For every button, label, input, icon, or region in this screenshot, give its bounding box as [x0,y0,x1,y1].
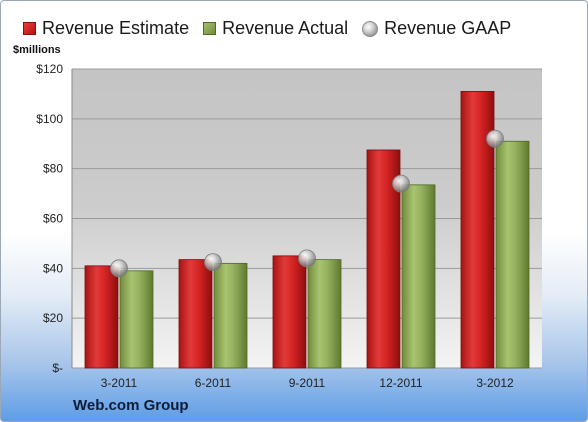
y-tick-label: $120 [36,62,63,76]
legend-item-estimate: Revenue Estimate [23,18,189,39]
bar-revenue-actual [119,270,154,369]
x-tick-label: 3-2011 [101,376,138,390]
bar-revenue-actual [213,262,248,369]
y-tick-label: $80 [43,162,63,176]
legend-swatch-estimate [23,22,36,35]
company-name: Web.com Group [73,397,189,414]
y-tick-label: $20 [43,311,63,325]
legend-item-actual: Revenue Actual [203,18,348,39]
x-tick-label: 6-2011 [195,376,232,390]
x-tick-label: 12-2011 [379,376,422,390]
bar-revenue-estimate [84,265,119,369]
marker-revenue-gaap [392,174,410,193]
legend-label-actual: Revenue Actual [222,18,349,38]
legend: Revenue Estimate Revenue Actual Revenue … [23,18,525,39]
x-tick-label: 9-2011 [289,376,326,390]
legend-swatch-actual [203,22,217,35]
legend-item-gaap: Revenue GAAP [362,18,511,39]
bar-revenue-estimate [178,259,213,369]
y-tick-label: $40 [43,261,63,275]
legend-label-estimate: Revenue Estimate [42,18,190,38]
bar-revenue-actual [307,259,342,369]
marker-revenue-gaap [110,259,128,278]
legend-label-gaap: Revenue GAAP [384,18,512,38]
x-tick-label: 3-2012 [476,376,514,390]
bar-revenue-estimate [272,255,307,369]
marker-revenue-gaap [298,249,316,268]
y-tick-label: $- [52,361,63,375]
y-axis-unit-label: $millions [13,44,61,56]
marker-revenue-gaap [204,253,222,272]
legend-swatch-gaap [362,20,379,37]
bar-revenue-actual [401,184,436,369]
bar-revenue-actual [495,140,530,369]
y-tick-label: $100 [36,112,63,126]
marker-revenue-gaap [486,129,504,148]
y-tick-label: $60 [43,212,63,226]
